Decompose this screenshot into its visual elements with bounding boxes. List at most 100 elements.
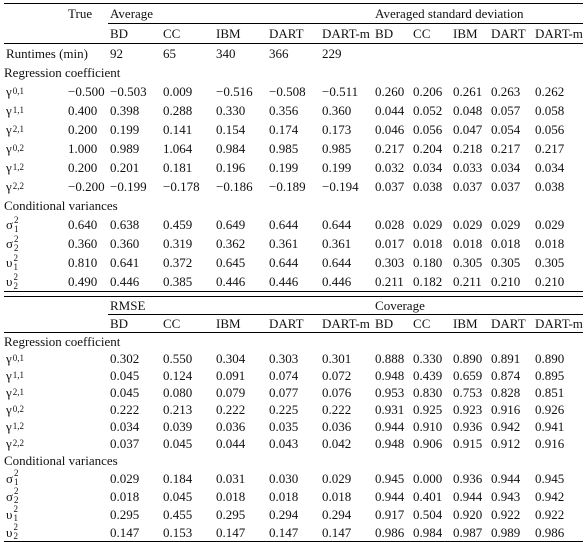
cell: 0.550 [163,351,193,366]
blank-cell [4,314,66,333]
data-row: υ 2 2 0.147 0.153 0.147 0.147 0.147 0.986 0.984 0.… [4,523,584,542]
cell: 0.356 [269,103,299,118]
cell: 0.644 [269,255,299,270]
cell: 0.916 [535,436,565,451]
cell: 0.184 [163,470,193,486]
cell: 0.206 [413,84,443,99]
results-table: RMSE Coverage BD CC IBM DART DART-m BD CC IBM DART… [4,296,584,542]
column-header: BD [373,23,412,44]
cell: 0.910 [413,419,443,434]
data-row: γ 2,2 0.037 0.045 0.044 0.043 0.042 0.948 0.906 0… [4,435,583,452]
param-sup: 2 [14,214,19,225]
param-sup: 2 [13,504,18,514]
param-sub: 2,2 [12,438,24,448]
cell: 0.181 [163,160,193,175]
cell: 0.986 [533,523,584,542]
cell: 0.210 [533,272,584,292]
param-sub: 2 [13,531,18,541]
cell: 0.984 [411,523,452,542]
cell: −0.194 [322,179,359,194]
param-cell: γ 2,2 [4,435,66,452]
cell: 0.044 [216,436,246,451]
column-header: CC [161,23,214,44]
param-label: γ 2,2 [6,435,24,452]
cell: 0.989 [110,141,140,156]
param-cell: γ 2,2 [4,177,66,196]
param-sub: 2 [14,242,19,253]
param-sub: 0,2 [12,143,24,153]
cell: 1.064 [163,141,193,156]
cell: 0.942 [535,488,565,504]
param-label: γ 1,1 [6,367,24,384]
cell: 0.018 [269,488,299,504]
data-row: γ 1,1 0.045 0.124 0.091 0.074 0.072 0.948 0.439 0… [4,367,583,384]
column-header: CC [411,23,452,44]
cell: −0.199 [110,179,147,194]
cell: 0.890 [453,351,483,366]
param-label: γ 1,2 [6,158,24,177]
data-row: γ 1,1 0.400 0.398 0.288 0.330 0.356 0.360 0.044 0… [4,101,583,120]
cell: 0.045 [110,368,140,383]
param-sub: 2 [14,495,19,505]
section-title: Conditional variances [4,198,118,213]
param-sub: 2,1 [12,124,24,134]
cell: 0.330 [216,103,246,118]
cell: 0.953 [375,385,405,400]
group-header: Average [108,3,374,24]
cell: 0.931 [375,402,405,417]
header-row: RMSE Coverage [4,296,584,315]
param-sub: 0,1 [12,353,24,363]
cell: 0.217 [535,141,565,156]
section-row: Conditional variances [4,452,583,469]
cell: 0.319 [163,236,193,251]
cell: 0.036 [216,419,246,434]
param-symbol: γ [6,84,12,99]
true-cell: 0.200 [68,122,98,137]
cell: 0.302 [110,351,140,366]
true-cell: 0.200 [68,160,98,175]
cell: 0.018 [322,488,352,504]
blank-cell [66,350,108,367]
true-cell: 0.810 [68,255,98,270]
blank-cell [4,296,66,315]
cell: 0.044 [375,103,405,118]
cell: 0.305 [535,255,565,270]
cell: 0.141 [163,122,193,137]
param-label: γ 0,2 [6,401,24,418]
cell: 0.944 [375,419,405,434]
cell: 0.031 [216,470,246,486]
cell: 0.398 [110,103,140,118]
cell: 0.385 [161,272,214,292]
param-sub: 1,2 [12,421,24,431]
cell: 0.942 [491,419,521,434]
true-header: True [66,3,108,24]
param-label: γ 0,2 [6,139,24,158]
true-cell: −0.200 [68,179,105,194]
cell: 0.925 [413,402,443,417]
cell: 0.294 [322,506,352,522]
true-cell: 1.000 [68,141,98,156]
cell: 0.217 [491,141,521,156]
cell: 0.173 [322,122,352,137]
data-row: γ 1,2 0.034 0.039 0.036 0.035 0.036 0.944 0.910 0… [4,418,583,435]
cell: 0.048 [453,103,483,118]
param-cell: γ 0,1 [4,350,66,367]
cell: 0.213 [163,402,193,417]
cell: 0.446 [214,272,267,292]
cell: 0.204 [413,141,443,156]
param-label: γ 1,1 [6,101,24,120]
blank-cell [66,505,108,523]
cell: 0.057 [491,103,521,118]
blank-cell [66,435,108,452]
data-row: υ 2 1 0.810 0.641 0.372 0.645 0.644 0.644 0.303 0.… [4,253,583,272]
